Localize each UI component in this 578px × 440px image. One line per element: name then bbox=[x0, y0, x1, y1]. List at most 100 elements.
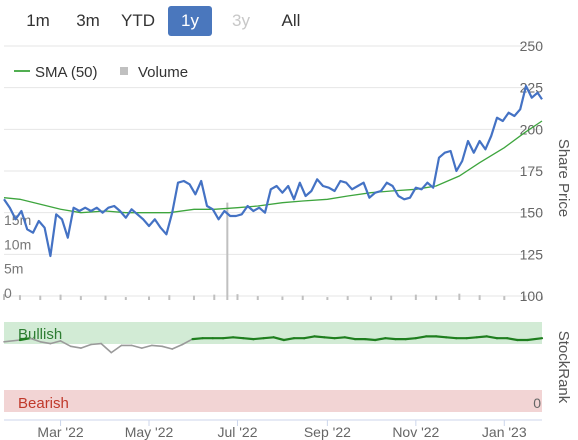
stockrank-segment bbox=[191, 337, 204, 341]
legend-sma-label: SMA (50) bbox=[35, 64, 98, 81]
stockrank-segment bbox=[3, 339, 21, 343]
volume-bar bbox=[326, 297, 329, 300]
price-tick-label: 100 bbox=[520, 288, 544, 304]
volume-bar bbox=[213, 294, 216, 300]
volume-bar bbox=[3, 294, 5, 300]
stockrank-segment bbox=[333, 336, 346, 340]
x-tick-label: Mar '22 bbox=[37, 424, 83, 440]
bullish-band bbox=[4, 322, 542, 344]
stockrank-segment bbox=[262, 336, 275, 340]
stockrank-segment bbox=[232, 336, 245, 340]
range-3y-button: 3y bbox=[232, 11, 250, 30]
range-1m-button[interactable]: 1m bbox=[26, 11, 50, 30]
volume-bar bbox=[346, 296, 349, 300]
volume-bar bbox=[523, 295, 526, 300]
sma-series-line bbox=[3, 120, 543, 214]
stockrank-segment bbox=[313, 335, 326, 339]
x-tick-label: Jul '22 bbox=[217, 424, 257, 440]
stockrank-segment bbox=[59, 340, 72, 348]
volume-bar bbox=[281, 296, 284, 300]
x-tick-label: Nov '22 bbox=[392, 424, 439, 440]
stockrank-segment bbox=[526, 337, 544, 342]
price-tick-label: 125 bbox=[520, 246, 544, 262]
stockrank-segment bbox=[343, 336, 356, 341]
volume-tick-label: 0 bbox=[4, 285, 12, 301]
volume-bars bbox=[3, 202, 543, 300]
price-tick-label: 200 bbox=[520, 121, 544, 137]
stockrank-series bbox=[3, 335, 544, 354]
volume-bar bbox=[226, 202, 229, 300]
volume-bar bbox=[168, 295, 171, 300]
stockrank-segment bbox=[364, 338, 377, 342]
price-tick-label: 150 bbox=[520, 205, 544, 221]
x-tick-label: Jan '23 bbox=[482, 424, 527, 440]
stockrank-segment bbox=[465, 336, 478, 340]
volume-bar bbox=[390, 295, 393, 300]
price-tick-label: 175 bbox=[520, 163, 544, 179]
price-axis-title: Share Price bbox=[555, 139, 572, 217]
volume-bar bbox=[256, 296, 259, 300]
stockrank-segment bbox=[69, 345, 82, 349]
legend: SMA (50) Volume bbox=[14, 64, 188, 81]
stockrank-segment bbox=[80, 343, 92, 349]
volume-bar bbox=[541, 296, 543, 300]
bearish-band bbox=[4, 390, 542, 412]
stockrank-segment bbox=[151, 344, 163, 348]
stockrank-segment bbox=[161, 345, 173, 350]
stockrank-segment bbox=[475, 335, 488, 339]
stockrank-zero-tick: 0 bbox=[533, 395, 541, 411]
stockrank-segment bbox=[303, 335, 316, 340]
legend-volume-swatch bbox=[120, 67, 128, 75]
volume-tick-label: 5m bbox=[4, 261, 23, 277]
stockrank-segment bbox=[221, 336, 235, 340]
stockrank-panel: Bullish Bearish 0 StockRank bbox=[3, 322, 572, 412]
range-all-button[interactable]: All bbox=[281, 11, 301, 30]
range-ytd-button[interactable]: YTD bbox=[121, 11, 155, 30]
x-tick-label: Sep '22 bbox=[304, 424, 351, 440]
stockrank-segment bbox=[29, 337, 42, 343]
stockrank-segment bbox=[171, 343, 184, 350]
stockrank-segment bbox=[282, 337, 296, 342]
stockrank-segment bbox=[506, 337, 519, 342]
volume-bar bbox=[503, 296, 506, 300]
stockrank-segment bbox=[404, 337, 417, 341]
bearish-label: Bearish bbox=[18, 395, 69, 412]
stockrank-segment bbox=[252, 337, 265, 341]
range-1y-button[interactable]: 1y bbox=[168, 6, 212, 36]
price-gridlines bbox=[4, 45, 542, 297]
stockrank-segment bbox=[374, 337, 387, 342]
price-series-line bbox=[3, 84, 543, 258]
range-3m-button[interactable]: 3m bbox=[76, 11, 100, 30]
stockrank-segment bbox=[384, 337, 397, 341]
volume-bar bbox=[236, 294, 239, 300]
stockrank-segment bbox=[18, 337, 32, 342]
volume-bar bbox=[301, 295, 304, 300]
volume-bar bbox=[414, 294, 417, 300]
stockrank-segment bbox=[141, 344, 153, 349]
volume-bar bbox=[79, 296, 82, 300]
volume-bar bbox=[124, 297, 127, 300]
volume-bar bbox=[369, 296, 372, 300]
x-axis: Mar '22 May '22 Jul '22 Sep '22 Nov '22 Jan '… bbox=[37, 420, 527, 440]
volume-bar bbox=[148, 296, 151, 300]
stockrank-segment bbox=[445, 336, 458, 340]
stockrank-segment bbox=[323, 336, 336, 340]
volume-bar bbox=[39, 295, 42, 300]
stockrank-segment bbox=[181, 338, 194, 346]
volume-bar bbox=[104, 295, 107, 300]
stockrank-segment bbox=[414, 335, 428, 340]
volume-bar bbox=[59, 294, 62, 300]
stockrank-segment bbox=[90, 342, 102, 346]
stockrank-segment bbox=[39, 340, 52, 345]
x-tick-label: May '22 bbox=[125, 424, 174, 440]
volume-bar bbox=[18, 295, 21, 300]
volume-bar bbox=[192, 295, 195, 300]
stockrank-segment bbox=[49, 340, 62, 345]
stockrank-segment bbox=[100, 342, 113, 354]
volume-bar bbox=[435, 295, 438, 300]
stockrank-segment bbox=[130, 344, 143, 349]
